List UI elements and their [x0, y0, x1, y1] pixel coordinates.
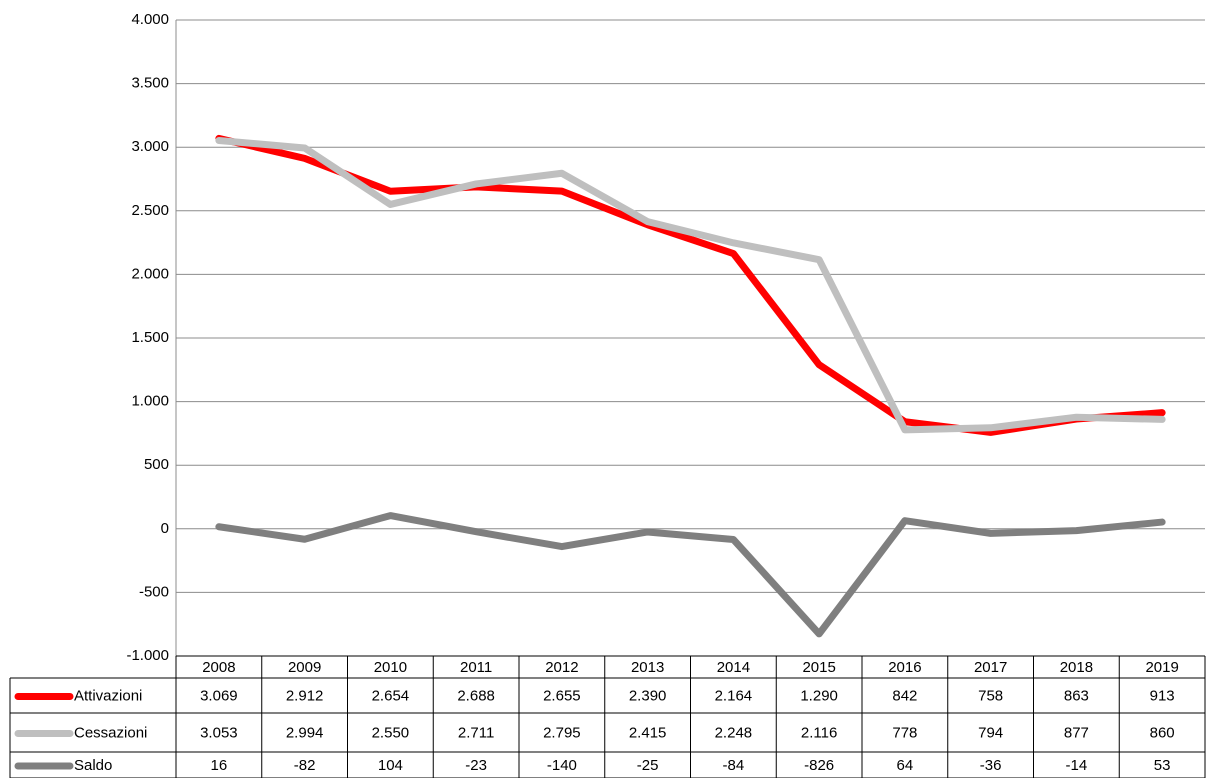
- data-label: -140: [547, 757, 577, 774]
- data-label: 104: [378, 757, 403, 774]
- x-tick-label: 2014: [717, 659, 750, 676]
- data-label: -84: [723, 757, 745, 774]
- x-tick-label: 2011: [460, 659, 492, 676]
- data-label: 913: [1150, 687, 1175, 704]
- legend-label: Saldo: [74, 757, 112, 774]
- series-line: [215, 512, 1166, 638]
- x-tick-label: 2008: [202, 659, 235, 676]
- y-tick-label: 1.000: [131, 393, 169, 410]
- y-tick-label: 3.000: [131, 138, 169, 155]
- data-label: 1.290: [800, 687, 838, 704]
- legend-label: Cessazioni: [74, 724, 147, 741]
- data-label: 64: [897, 757, 914, 774]
- y-tick-label: 2.500: [131, 202, 169, 219]
- y-tick-label: 4.000: [131, 11, 169, 28]
- data-label: 794: [978, 724, 1003, 741]
- data-label: 2.415: [629, 724, 667, 741]
- data-label: 2.795: [543, 724, 581, 741]
- y-tick-label: 1.500: [131, 329, 169, 346]
- data-label: 863: [1064, 687, 1089, 704]
- series-line: [215, 134, 1166, 436]
- data-label: 3.053: [200, 724, 238, 741]
- x-tick-label: 2019: [1145, 659, 1178, 676]
- x-tick-label: 2017: [974, 659, 1007, 676]
- data-label: 2.655: [543, 687, 581, 704]
- data-label: 2.164: [715, 687, 753, 704]
- x-tick-label: 2015: [802, 659, 835, 676]
- data-label: 2.688: [457, 687, 495, 704]
- legend-label: Attivazioni: [74, 687, 142, 704]
- data-label: 778: [892, 724, 917, 741]
- y-tick-label: -500: [139, 583, 169, 600]
- x-tick-label: 2016: [888, 659, 921, 676]
- y-tick-label: 500: [144, 456, 169, 473]
- y-tick-label: 0: [161, 520, 169, 537]
- data-label: 860: [1150, 724, 1175, 741]
- data-label: -36: [980, 757, 1002, 774]
- data-label: 53: [1154, 757, 1171, 774]
- data-label: -25: [637, 757, 659, 774]
- data-label: 2.711: [458, 724, 494, 741]
- data-label: -82: [294, 757, 316, 774]
- series-line: [215, 136, 1166, 434]
- x-tick-label: 2012: [545, 659, 578, 676]
- data-label: 842: [892, 687, 917, 704]
- data-label: -14: [1066, 757, 1088, 774]
- data-label: 2.994: [286, 724, 324, 741]
- x-tick-label: 2010: [374, 659, 407, 676]
- data-label: 758: [978, 687, 1003, 704]
- data-label: -826: [804, 757, 834, 774]
- data-label: 2.390: [629, 687, 667, 704]
- data-label: 877: [1064, 724, 1089, 741]
- y-tick-label: -1.000: [126, 647, 169, 664]
- x-tick-label: 2018: [1060, 659, 1093, 676]
- data-label: 2.550: [372, 724, 410, 741]
- data-label: 3.069: [200, 687, 238, 704]
- data-label: -23: [465, 757, 487, 774]
- data-label: 2.654: [372, 687, 410, 704]
- x-tick-label: 2009: [288, 659, 321, 676]
- data-label: 16: [211, 757, 228, 774]
- y-tick-label: 3.500: [131, 75, 169, 92]
- data-label: 2.248: [715, 724, 753, 741]
- data-label: 2.912: [286, 687, 324, 704]
- y-tick-label: 2.000: [131, 265, 169, 282]
- data-label: 2.116: [801, 724, 837, 741]
- x-tick-label: 2013: [631, 659, 664, 676]
